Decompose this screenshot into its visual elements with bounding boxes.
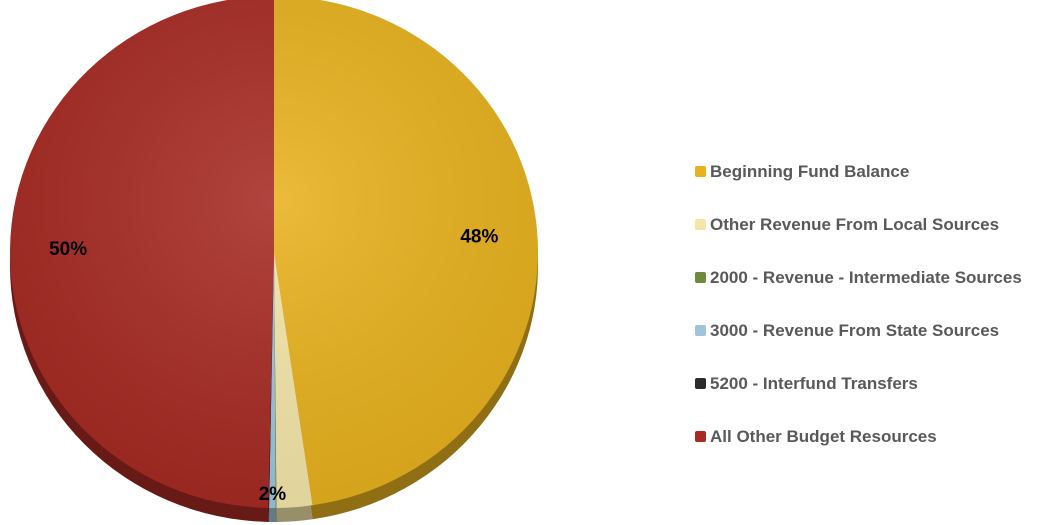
data-label-beginning-fund-balance: 48% [460, 226, 498, 247]
legend-item-3000-revenue-from-state-sources: 3000 - Revenue From State Sources [695, 304, 1045, 357]
legend-label: Other Revenue From Local Sources [710, 214, 1000, 234]
legend-item-other-revenue-from-local-sources: Other Revenue From Local Sources [695, 198, 1045, 251]
legend-swatch [695, 272, 706, 283]
legend-item-all-other-budget-resources: All Other Budget Resources [695, 410, 1045, 463]
legend-swatch [695, 166, 706, 177]
legend-label: 2000 - Revenue - Intermediate Sources [710, 267, 1022, 287]
legend-swatch [695, 378, 706, 389]
pie-labels: 48% 2% 50% [49, 226, 498, 505]
legend-item-5200-interfund-transfers: 5200 - Interfund Transfers [695, 357, 1045, 410]
legend-label: All Other Budget Resources [710, 426, 937, 446]
legend-swatch [695, 219, 706, 230]
legend-label: 3000 - Revenue From State Sources [710, 320, 1000, 340]
legend: Beginning Fund Balance Other Revenue From… [695, 145, 1045, 463]
legend-item-beginning-fund-balance: Beginning Fund Balance [695, 145, 1045, 198]
legend-label: Beginning Fund Balance [710, 161, 910, 181]
pie-shading [10, 0, 538, 508]
data-label-all-other-budget-resources: 50% [49, 239, 87, 260]
legend-swatch [695, 325, 706, 336]
legend-label: 5200 - Interfund Transfers [710, 373, 918, 393]
legend-swatch [695, 431, 706, 442]
data-label-3000-revenue-from-state-sources: 2% [259, 484, 287, 505]
legend-item-2000-revenue-intermediate-sources: 2000 - Revenue - Intermediate Sources [695, 251, 1045, 304]
